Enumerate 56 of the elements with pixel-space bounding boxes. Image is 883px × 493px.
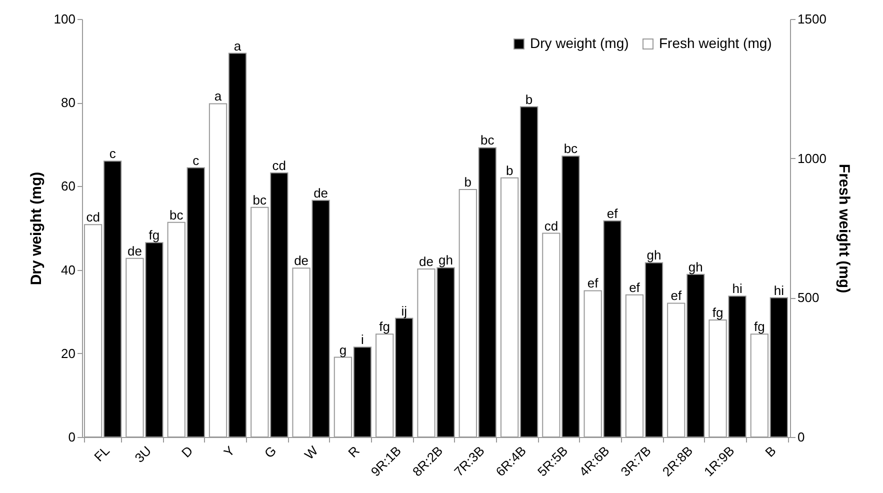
data-label: bc (170, 207, 184, 222)
data-label: de (127, 243, 142, 258)
data-label: fg (379, 319, 390, 334)
data-label: de (314, 185, 328, 200)
data-label: ef (629, 280, 640, 295)
data-label: bc (252, 192, 268, 208)
data-label: fg (712, 304, 724, 320)
data-label: ij (401, 303, 408, 318)
data-label: ef (606, 206, 618, 221)
y2-tick-label: 1000 (798, 150, 826, 166)
x-tick-label: 3U (132, 443, 154, 466)
y-tick-label: 40 (61, 262, 76, 278)
y2-tick-label: 500 (798, 290, 820, 306)
data-label: i (361, 332, 364, 348)
x-tick-label: R (345, 443, 362, 460)
x-tick-label: FL (91, 443, 113, 464)
data-label: cd (272, 158, 286, 173)
data-label: b (464, 174, 472, 190)
data-label: a (234, 38, 242, 54)
data-label: bc (564, 141, 578, 156)
data-label: de (419, 254, 434, 269)
x-tick-label: G (261, 443, 280, 461)
data-label: gh (438, 252, 453, 268)
legend-label: Fresh weight (mg) (659, 35, 772, 51)
data-label: cd (544, 218, 558, 234)
y-tick-label: 60 (61, 178, 76, 194)
data-label: hi (732, 281, 742, 296)
y2-tick-label: 0 (798, 430, 805, 444)
y-tick-label: 0 (68, 430, 76, 444)
x-tick-label: Y (220, 442, 238, 460)
data-label: c (109, 146, 116, 162)
legend-label: Dry weight (mg) (530, 35, 629, 51)
y2-tick-label: 1500 (798, 12, 826, 26)
data-label: g (339, 342, 347, 358)
data-label: de (294, 253, 309, 268)
y-tick-label: 20 (61, 346, 76, 361)
data-label: gh (688, 259, 703, 274)
data-label: a (214, 88, 222, 104)
data-label: c (192, 152, 200, 168)
x-tick-label: W (301, 442, 322, 462)
data-label: b (506, 162, 514, 178)
data-label: gh (646, 248, 662, 263)
y2-axis-title: Fresh weight (mg) (835, 164, 852, 294)
data-label: fg (754, 319, 765, 334)
data-label: fg (148, 228, 160, 243)
y-axis-title: Dry weight (mg) (28, 172, 45, 286)
x-tick-label: D (178, 443, 196, 460)
y-tick-label: 100 (54, 12, 76, 26)
data-label: b (525, 92, 533, 107)
data-label: ef (587, 276, 599, 291)
data-label: bc (480, 132, 495, 148)
data-label: hi (774, 282, 784, 298)
data-label: cd (86, 210, 100, 225)
y-tick-label: 80 (61, 95, 76, 110)
x-tick-label: B (762, 443, 779, 460)
data-label: ef (670, 288, 682, 304)
